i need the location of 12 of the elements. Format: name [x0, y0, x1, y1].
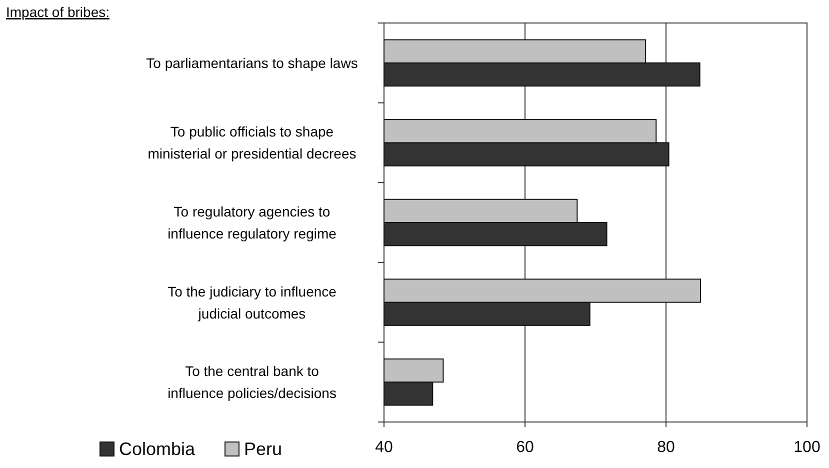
x-tick-label: 100: [794, 439, 820, 456]
x-tick-label: 60: [516, 439, 534, 456]
text: Impact of bribes:: [6, 4, 110, 20]
x-tick-label: 40: [375, 439, 393, 456]
y-tick-label: To the judiciary to influence judicial outcomes: [168, 283, 337, 322]
y-tick-label: To the central bank to influence policies/decisions: [168, 363, 336, 402]
y-tick-label: To parliamentarians to shape laws: [146, 54, 358, 71]
x-tick-label: 80: [657, 439, 675, 456]
y-tick-label: To public officials to shape ministerial or presidential decrees: [148, 124, 356, 162]
legend-label: Peru: [244, 439, 282, 459]
legend-label: Colombia: [119, 439, 196, 459]
y-tick-label: To regulatory agencies to influence regulatory regime: [168, 204, 337, 242]
